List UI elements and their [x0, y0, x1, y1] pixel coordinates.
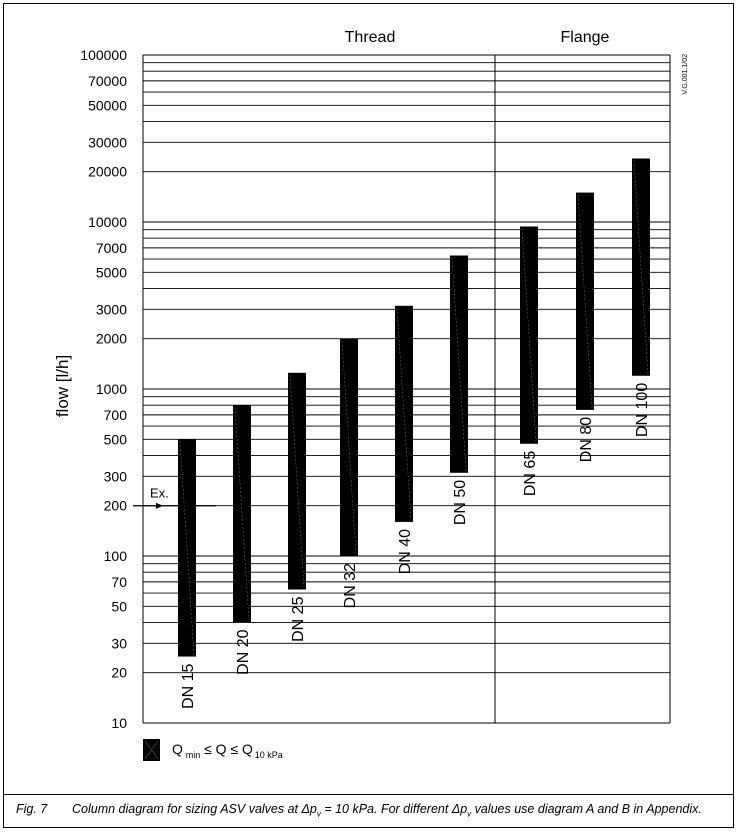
bar-labels: DN 15 DN 20 DN 25 DN 32 DN 40 DN 50 DN 65 DN 80… — [180, 383, 651, 709]
example-marker: Ex. — [133, 486, 216, 509]
bar-dn-80 — [576, 192, 594, 410]
caption-divider — [4, 794, 733, 795]
misc-labels: V.G.001.1/02 — [682, 54, 689, 95]
y-tick-label: 2000 — [96, 331, 127, 347]
bar-dn-20 — [233, 405, 251, 623]
bar-diagonal — [289, 374, 305, 588]
figure-frame — [3, 3, 734, 828]
legend-swatch-diagonal — [144, 740, 159, 760]
y-tick-label: 100 — [104, 548, 128, 564]
y-tick-label: 30000 — [88, 134, 127, 150]
group-label-flange: Flange — [561, 29, 610, 46]
y-tick-label: 200 — [104, 498, 128, 514]
y-axis-label: flow [l/h] — [53, 355, 72, 417]
y-tick-label: 7000 — [96, 240, 127, 256]
legend-label: Q min ≤ Q ≤ Q 10 kPa — [172, 741, 283, 760]
y-tick-label: 10 — [111, 715, 127, 731]
bar-label: DN 32 — [342, 563, 359, 608]
bar-label: DN 65 — [522, 451, 539, 496]
bar-label: DN 40 — [397, 529, 414, 574]
group-label-thread: Thread — [345, 29, 396, 46]
bar-label: DN 20 — [235, 629, 252, 674]
bar-label: DN 100 — [634, 383, 651, 437]
y-tick-label: 300 — [104, 468, 128, 484]
y-tick-label: 700 — [104, 407, 128, 423]
example-arrow-icon — [156, 502, 163, 509]
bar-label: DN 80 — [578, 417, 595, 462]
bar-label: DN 50 — [452, 480, 469, 525]
y-tick-label: 30 — [111, 635, 127, 651]
y-tick-label: 1000 — [96, 381, 127, 397]
figure-number: Fig. 7 — [16, 802, 48, 816]
legend-swatch — [143, 739, 160, 761]
bars — [178, 158, 650, 657]
y-tick-label: 5000 — [96, 264, 127, 280]
y-tick-label: 10000 — [88, 214, 127, 230]
drawing-id-label: V.G.001.1/02 — [682, 54, 689, 95]
plot-frame — [142, 55, 671, 724]
y-tick-label: 50 — [111, 598, 127, 614]
group-labels: Thread Flange — [345, 29, 610, 46]
bar-dn-50 — [450, 255, 468, 473]
y-tick-label: 500 — [104, 431, 128, 447]
y-tick-label: 20 — [111, 665, 127, 681]
y-tick-label: 50000 — [88, 97, 127, 113]
bar-diagonal — [396, 307, 412, 520]
bar-dn-15 — [178, 439, 196, 657]
y-tick-labels: 100000 70000 50000 30000 20000 10000 7000 5000 3… — [53, 47, 127, 731]
example-label: Ex. — [150, 486, 169, 501]
y-tick-label: 20000 — [88, 164, 127, 180]
bar-dn-32 — [340, 338, 358, 556]
bar-dn-40 — [395, 305, 413, 522]
bar-dn-25 — [288, 372, 306, 590]
bar-dn-100 — [632, 158, 650, 376]
y-tick-label: 100000 — [80, 47, 127, 63]
figure-caption: Fig. 7 Column diagram for sizing ASV valv… — [16, 802, 702, 819]
y-tick-label: 3000 — [96, 301, 127, 317]
bar-dn-65 — [520, 226, 538, 444]
y-tick-label: 70 — [111, 574, 127, 590]
bar-label: DN 15 — [180, 663, 197, 708]
bar-label: DN 25 — [290, 596, 307, 641]
y-tick-label: 70000 — [88, 73, 127, 89]
